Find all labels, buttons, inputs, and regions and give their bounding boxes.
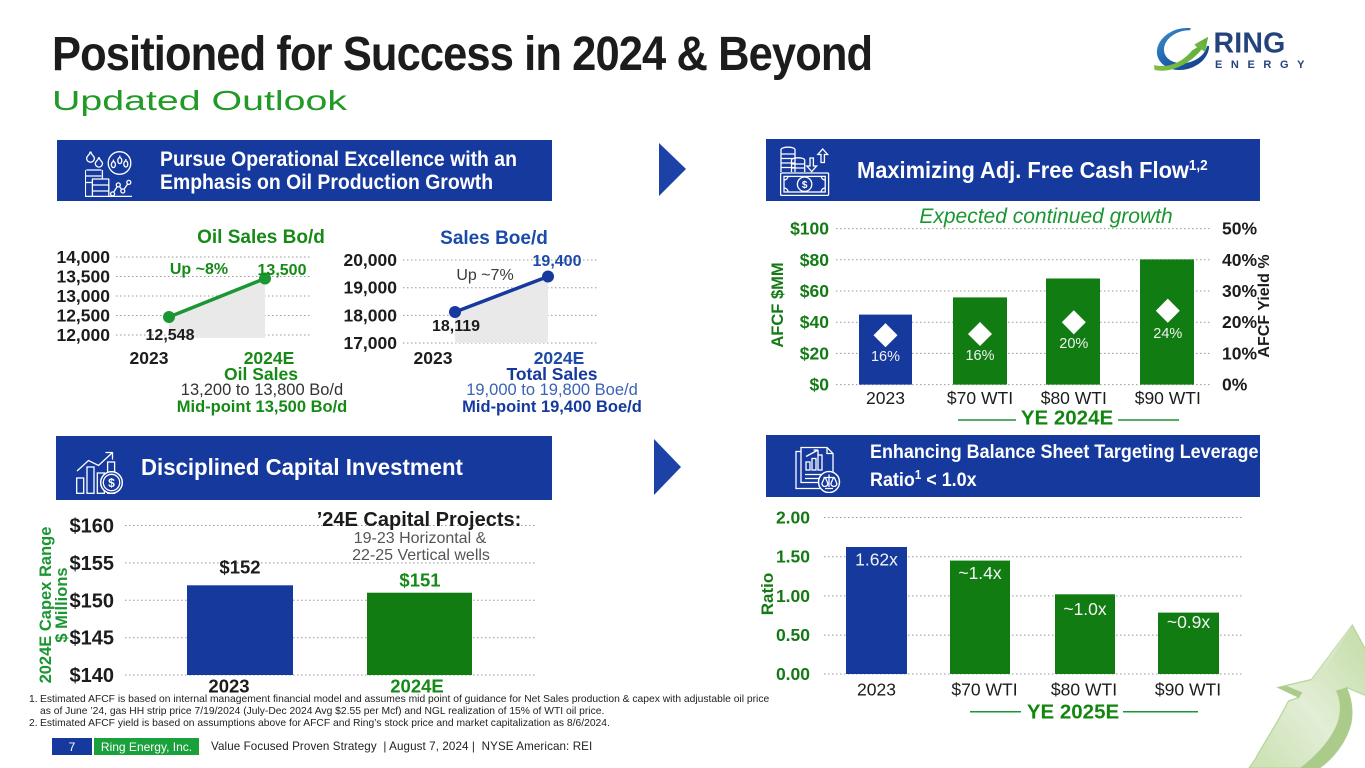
svg-text:22-25 Vertical wells: 22-25 Vertical wells	[352, 547, 490, 564]
svg-text:2023: 2023	[208, 676, 249, 697]
svg-text:12,500: 12,500	[56, 306, 110, 326]
svg-text:16%: 16%	[871, 349, 900, 365]
svg-text:40%: 40%	[1222, 250, 1257, 270]
svg-text:2024E: 2024E	[244, 348, 295, 368]
svg-text:$100: $100	[790, 219, 829, 239]
svg-text:19,000: 19,000	[343, 278, 397, 298]
svg-text:13,500: 13,500	[258, 262, 307, 279]
svg-text:Oil Sales: Oil Sales	[224, 364, 298, 384]
svg-text:20%: 20%	[1222, 312, 1257, 332]
svg-text:$151: $151	[399, 570, 440, 591]
svg-text:$80 WTI: $80 WTI	[1051, 680, 1117, 700]
svg-text:30%: 30%	[1222, 281, 1257, 301]
svg-text:$70 WTI: $70 WTI	[951, 680, 1017, 700]
svg-text:17,000: 17,000	[343, 333, 397, 353]
svg-text:$80 WTI: $80 WTI	[1041, 388, 1107, 408]
svg-text:$: $	[108, 476, 115, 490]
svg-text:13,200 to 13,800 Bo/d: 13,200 to 13,800 Bo/d	[181, 381, 343, 399]
svg-text:20,000: 20,000	[343, 250, 397, 270]
svg-text:19-23 Horizontal &: 19-23 Horizontal &	[354, 530, 487, 547]
svg-text:16%: 16%	[965, 348, 994, 364]
svg-text:$40: $40	[800, 312, 829, 332]
svg-text:12,548: 12,548	[146, 327, 195, 344]
svg-text:10%: 10%	[1222, 343, 1257, 363]
svg-text:2023: 2023	[857, 680, 896, 700]
svg-text:1.62x: 1.62x	[855, 550, 898, 570]
svg-text:Updated Outlook: Updated Outlook	[52, 85, 348, 116]
svg-text:13,000: 13,000	[56, 286, 110, 306]
svg-text:ENERGY: ENERGY	[1215, 59, 1313, 71]
svg-text:18,119: 18,119	[432, 318, 480, 335]
svg-text:~1.4x: ~1.4x	[958, 563, 1002, 583]
svg-text:Mid-point 19,400 Boe/d: Mid-point 19,400 Boe/d	[462, 398, 642, 416]
svg-text:Sales Boe/d: Sales Boe/d	[440, 228, 548, 249]
svg-text:$155: $155	[70, 553, 115, 575]
svg-text:Ratio: Ratio	[760, 573, 777, 616]
svg-text:$20: $20	[800, 343, 829, 363]
svg-text:$152: $152	[219, 557, 260, 578]
svg-text:14,000: 14,000	[56, 247, 110, 267]
svg-text:$: $	[802, 180, 808, 191]
svg-text:AFCF Yield %: AFCF Yield %	[1256, 254, 1273, 357]
svg-text:13,500: 13,500	[56, 267, 110, 287]
svg-text:YE 2025E: YE 2025E	[1027, 701, 1119, 724]
svg-text:50%: 50%	[1222, 219, 1257, 239]
svg-text:Mid-point 13,500 Bo/d: Mid-point 13,500 Bo/d	[177, 398, 348, 416]
svg-text:12,000: 12,000	[56, 325, 110, 345]
svg-text:$80: $80	[800, 250, 829, 270]
svg-text:1.50: 1.50	[776, 547, 810, 567]
svg-text:Up ~7%: Up ~7%	[456, 267, 513, 284]
svg-text:RING: RING	[1214, 28, 1286, 60]
svg-text:0.00: 0.00	[776, 664, 810, 684]
svg-text:0.50: 0.50	[776, 625, 810, 645]
svg-text:$90 WTI: $90 WTI	[1155, 680, 1221, 700]
svg-text:$160: $160	[70, 516, 115, 538]
svg-text:2023: 2023	[866, 388, 905, 408]
svg-text:19,000 to 19,800 Boe/d: 19,000 to 19,800 Boe/d	[466, 381, 638, 399]
svg-text:$90 WTI: $90 WTI	[1135, 388, 1201, 408]
svg-text:$145: $145	[70, 628, 115, 650]
svg-text:$ Millions: $ Millions	[53, 567, 71, 642]
svg-text:$140: $140	[70, 665, 115, 687]
svg-text:$70 WTI: $70 WTI	[947, 388, 1013, 408]
svg-text:0%: 0%	[1222, 375, 1248, 395]
svg-text:AFCF $MM: AFCF $MM	[769, 262, 787, 347]
svg-text:Expected continued growth: Expected continued growth	[919, 205, 1172, 228]
svg-text:Total Sales: Total Sales	[506, 364, 597, 384]
svg-text:$0: $0	[810, 375, 830, 395]
svg-text:~1.0x: ~1.0x	[1063, 599, 1107, 619]
svg-text:2023: 2023	[414, 348, 453, 368]
svg-text:$60: $60	[800, 281, 829, 301]
svg-text:24%: 24%	[1153, 326, 1182, 342]
svg-text:~0.9x: ~0.9x	[1167, 612, 1211, 632]
svg-text:2.00: 2.00	[776, 508, 810, 528]
svg-text:$150: $150	[70, 590, 115, 612]
svg-text:2024E: 2024E	[390, 676, 444, 697]
svg-text:2024E Capex Range: 2024E Capex Range	[37, 527, 55, 684]
svg-text:Up ~8%: Up ~8%	[170, 261, 228, 278]
svg-text:2023: 2023	[130, 348, 169, 368]
svg-text:2024E: 2024E	[534, 348, 585, 368]
svg-text:20%: 20%	[1059, 336, 1088, 352]
svg-text:18,000: 18,000	[343, 305, 397, 325]
svg-text:1.00: 1.00	[776, 586, 810, 606]
svg-text:Oil Sales Bo/d: Oil Sales Bo/d	[197, 227, 325, 248]
svg-text:’24E Capital Projects:: ’24E Capital Projects:	[317, 509, 522, 531]
svg-text:YE 2024E: YE 2024E	[1021, 407, 1113, 430]
svg-text:19,400: 19,400	[533, 253, 582, 270]
